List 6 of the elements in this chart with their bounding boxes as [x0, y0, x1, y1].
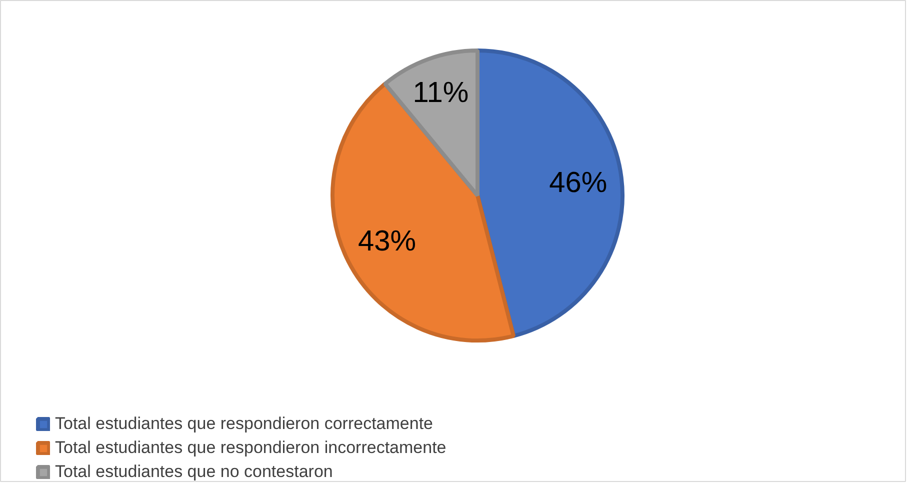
data-label: 43%	[358, 226, 416, 258]
data-label: 11%	[412, 77, 469, 110]
data-label: 46%	[549, 166, 608, 199]
legend-label: Total estudiantes que no contestaron	[55, 462, 333, 482]
legend-label: Total estudiantes que respondieron correctamente	[55, 414, 434, 434]
legend-label: Total estudiantes que respondieron incorrectamente	[55, 438, 446, 458]
